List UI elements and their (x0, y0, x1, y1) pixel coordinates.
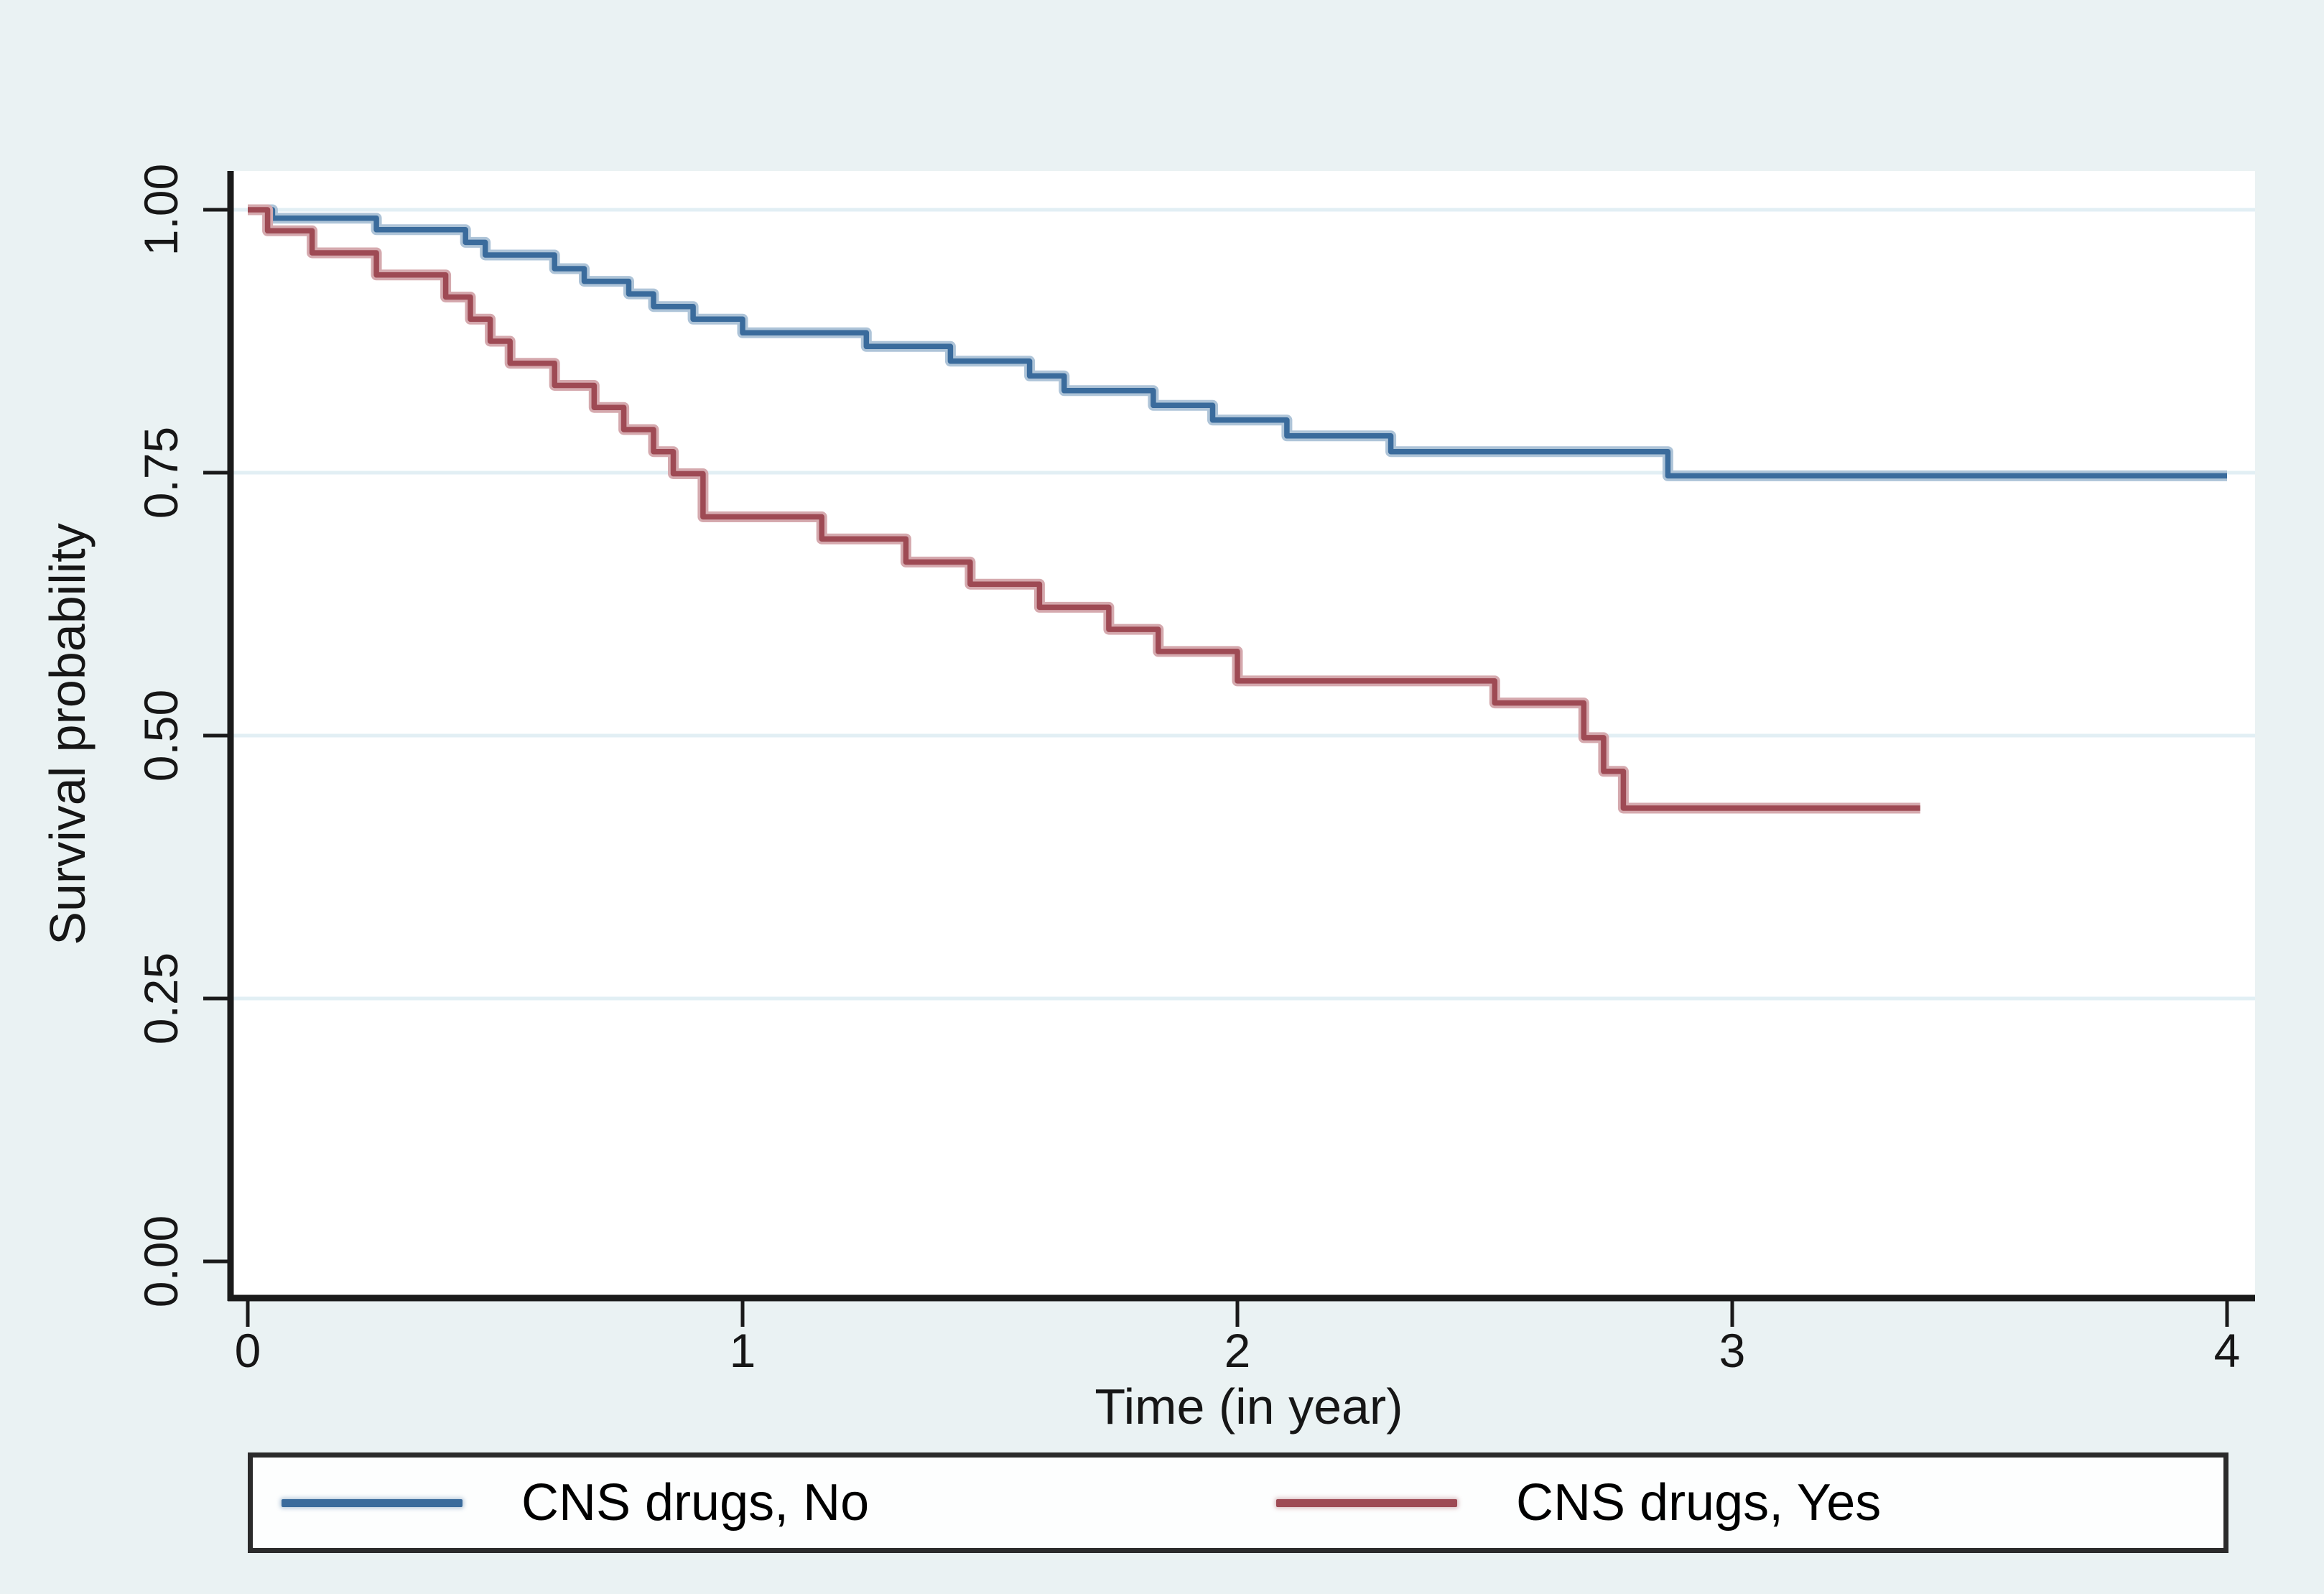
axes-lines (227, 171, 2255, 1302)
x-tick-label-3: 3 (1719, 1324, 1746, 1377)
y-tick-label-0.00: 0.00 (134, 1215, 187, 1307)
x-tick-label-0: 0 (235, 1324, 261, 1377)
x-ticks (246, 1298, 2229, 1327)
y-tick-label-1.00: 1.00 (134, 164, 187, 256)
y-ticks (203, 208, 228, 1264)
legend-entry-cns-yes: CNS drugs, Yes (1276, 1458, 1881, 1548)
legend: CNS drugs, No CNS drugs, Yes (248, 1452, 2228, 1553)
legend-label-cns-no: CNS drugs, No (521, 1474, 870, 1532)
legend-label-cns-yes: CNS drugs, Yes (1516, 1474, 1882, 1532)
x-tick-label-1: 1 (730, 1324, 756, 1377)
y-tick-label-0.75: 0.75 (134, 427, 187, 519)
series-line-cns-drugs-yes (248, 207, 1920, 811)
legend-line-swatch-red (1276, 1498, 1457, 1507)
x-tick-labels: 0 1 2 3 4 (235, 1324, 2241, 1377)
series-layer (248, 204, 2227, 814)
legend-line-swatch-blue (282, 1498, 463, 1507)
y-tick-labels: 1.00 0.75 0.50 0.25 0.00 (134, 164, 187, 1307)
gridlines (231, 208, 2255, 1001)
y-tick-label-0.25: 0.25 (134, 953, 187, 1044)
y-axis-title: Survival probability (39, 523, 96, 945)
series-line-cns-drugs-no (248, 207, 2227, 479)
x-tick-label-4: 4 (2214, 1324, 2241, 1377)
x-tick-label-2: 2 (1224, 1324, 1251, 1377)
x-axis-title: Time (in year) (1094, 1378, 1403, 1435)
legend-entry-cns-no: CNS drugs, No (282, 1458, 869, 1548)
y-tick-label-0.50: 0.50 (134, 690, 187, 782)
